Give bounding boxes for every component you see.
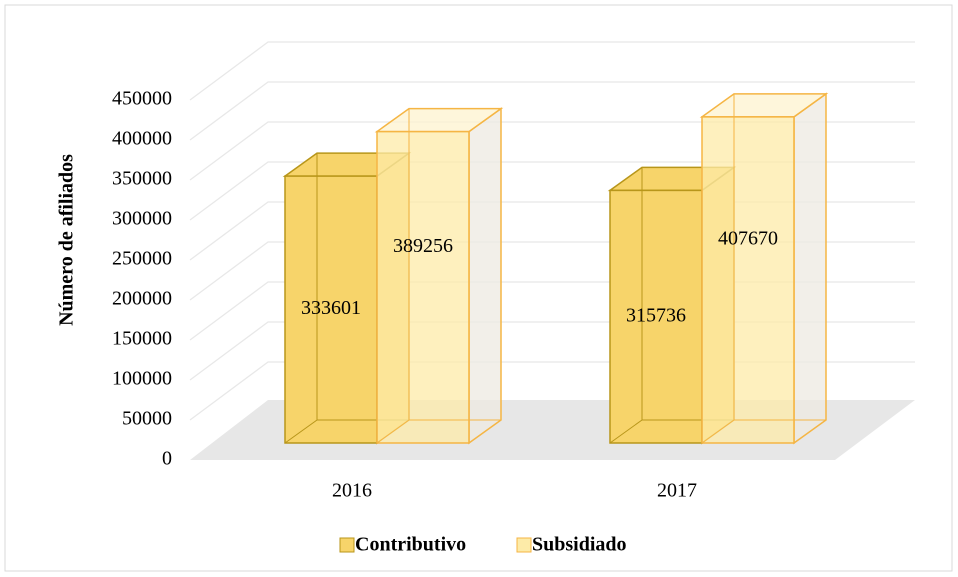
bar-side	[468, 107, 502, 445]
grid-line	[189, 161, 915, 221]
value-label: 315736	[626, 304, 686, 326]
y-tick-label: 100000	[112, 368, 172, 390]
bar-side	[793, 92, 827, 445]
value-label: 389256	[393, 235, 453, 257]
x-tick-label: 2016	[332, 480, 372, 502]
legend-swatch	[516, 537, 532, 553]
y-tick-label: 50000	[122, 408, 172, 430]
x-tick-label: 2017	[657, 480, 697, 502]
y-tick-label: 300000	[112, 208, 172, 230]
grid-line	[189, 81, 915, 141]
y-tick-label: 400000	[112, 128, 172, 150]
y-tick-label: 250000	[112, 248, 172, 270]
legend-swatch	[339, 537, 355, 553]
bar	[701, 116, 795, 444]
bar	[609, 189, 703, 444]
y-tick-label: 200000	[112, 288, 172, 310]
y-tick-label: 0	[162, 448, 172, 470]
legend-label: Subsidiado	[532, 534, 627, 556]
legend-label: Contributivo	[355, 534, 466, 556]
y-axis-title: Número de afiliados	[56, 154, 78, 326]
grid-line	[189, 41, 915, 101]
y-tick-label: 450000	[112, 88, 172, 110]
y-tick-label: 350000	[112, 168, 172, 190]
y-tick-label: 150000	[112, 328, 172, 350]
value-label: 333601	[301, 297, 361, 319]
bar	[376, 130, 470, 444]
value-label: 407670	[718, 228, 778, 250]
grid-line	[189, 121, 915, 181]
bar	[284, 175, 378, 444]
